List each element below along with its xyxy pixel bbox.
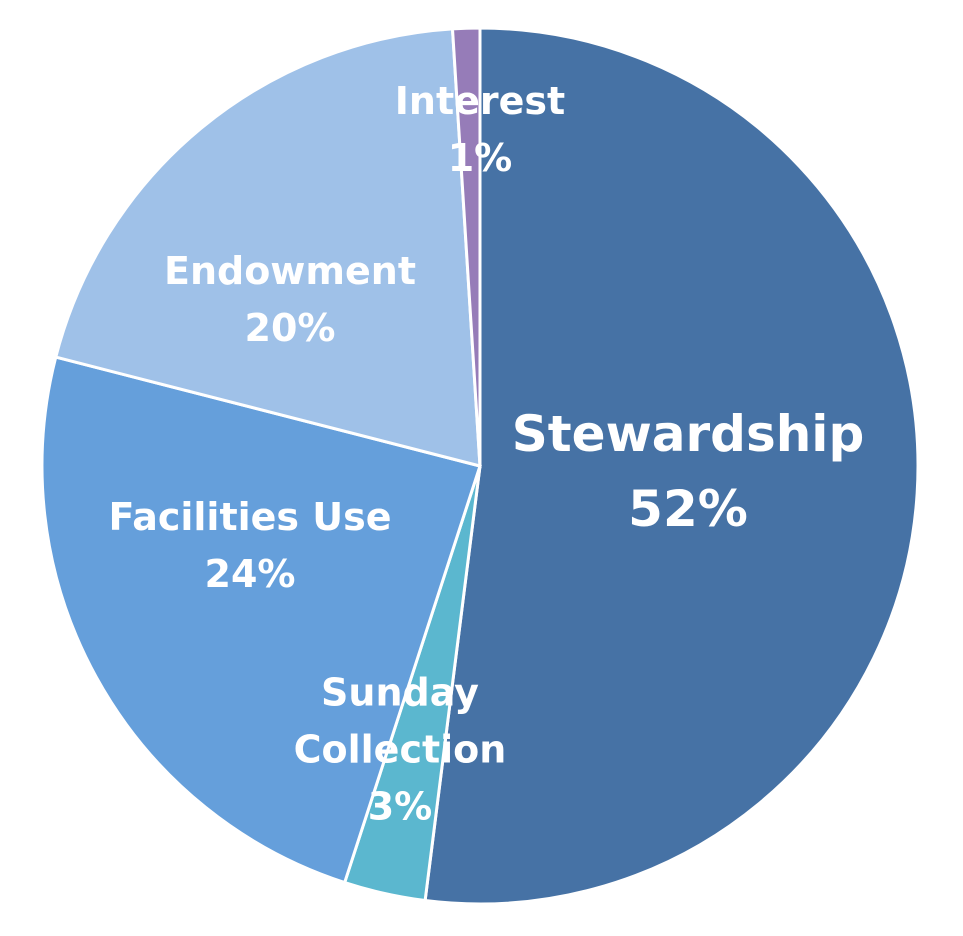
value-label: 24% [204,552,296,596]
value-label: 52% [628,480,748,538]
category-label: Interest [394,79,566,123]
pie-slice [40,355,482,885]
slice-label: Endowment 20% [164,243,416,357]
value-label: 3% [367,784,433,829]
category-label: Endowment [163,249,417,293]
slice-label: Stewardship 52% [512,397,865,547]
slice-label: Facilities Use 24% [108,489,391,603]
category-label: Sunday Collection [293,670,507,772]
category-label: Stewardship [511,405,865,463]
value-label: 20% [244,306,336,350]
slice-label: Interest 1% [395,73,565,187]
slice-label: Sunday Collection 3% [285,665,515,836]
pie-slice [53,27,482,468]
category-label: Facilities Use [108,495,392,539]
pie-slice [423,26,920,906]
pie-slice [450,26,482,467]
value-label: 1% [447,136,513,180]
